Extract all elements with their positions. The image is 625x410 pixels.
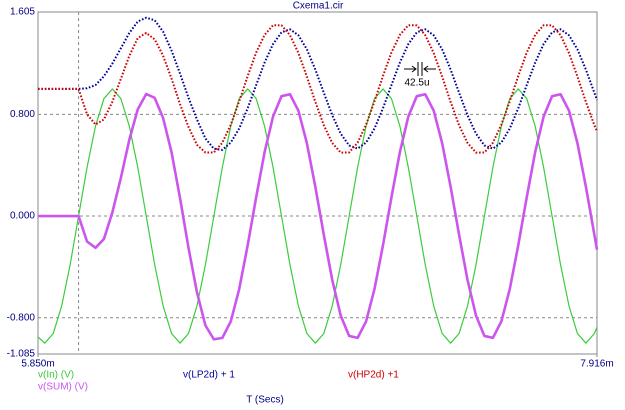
y-tick-label: -1.085	[7, 349, 36, 360]
y-tick-label: -0.800	[7, 312, 36, 323]
arrow	[423, 65, 436, 73]
x-axis-label: T (Secs)	[246, 395, 284, 406]
series-line	[38, 92, 599, 341]
y-tick-label: 0.000	[10, 211, 35, 222]
annotation-text: 42.5u	[404, 78, 429, 89]
series-line	[38, 24, 598, 154]
legend-label: v(LP2d) + 1	[183, 370, 235, 381]
legend-label: v(HP2d) +1	[348, 370, 399, 381]
legend-label: v(In) (V)	[38, 370, 74, 381]
chart-title: Cxema1.cir	[293, 1, 344, 12]
x-tick-label: 5.850m	[21, 359, 54, 370]
legend-label: v(SUM) (V)	[38, 382, 88, 393]
y-tick-label: 0.800	[10, 109, 35, 120]
y-tick-label: 1.605	[10, 7, 35, 18]
plot-border	[37, 11, 598, 355]
x-tick-label: 7.916m	[580, 359, 613, 370]
series-line	[38, 16, 598, 151]
arrow	[404, 65, 417, 73]
annotation: 42.5u	[404, 62, 436, 89]
